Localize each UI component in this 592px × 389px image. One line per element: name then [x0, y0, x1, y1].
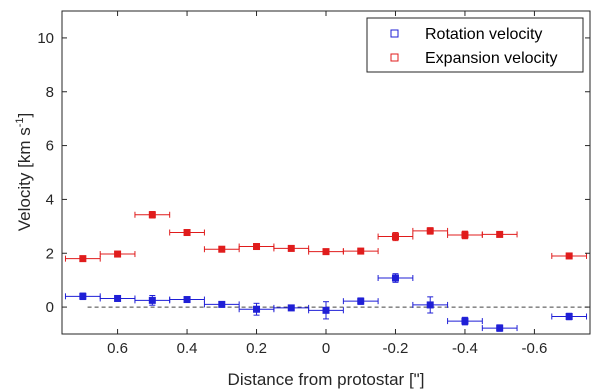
data-point-expansion — [565, 252, 573, 260]
y-tick-label: 8 — [46, 84, 54, 101]
data-point-rotation — [357, 297, 365, 305]
plot-area — [64, 211, 588, 332]
y-tick-label: 0 — [46, 299, 54, 316]
data-point-expansion — [218, 245, 226, 253]
y-axis-label-main: Velocity [km s — [15, 127, 34, 231]
data-point-expansion — [496, 230, 504, 238]
data-point-rotation — [322, 306, 330, 314]
x-tick-label: -0.6 — [521, 340, 547, 357]
legend: Rotation velocity Expansion velocity — [366, 17, 584, 73]
x-tick-label: 0 — [322, 340, 330, 357]
x-tick-label: -0.4 — [452, 340, 478, 357]
y-tick-label: 4 — [46, 191, 54, 208]
data-point-rotation — [565, 313, 573, 321]
y-axis-label-close: ] — [15, 113, 34, 118]
data-point-rotation — [148, 296, 156, 304]
data-point-expansion — [183, 229, 191, 237]
data-point-rotation — [496, 324, 504, 332]
x-tick-label: -0.2 — [383, 340, 409, 357]
legend-box — [366, 17, 584, 73]
data-point-expansion — [253, 243, 261, 251]
data-point-expansion — [148, 211, 156, 219]
y-axis-ticks: 0 2 4 6 8 10 — [37, 30, 590, 316]
data-point-expansion — [461, 231, 469, 239]
x-tick-label: 0.6 — [107, 340, 128, 357]
x-axis-ticks: 0.6 0.4 0.2 0 -0.2 -0.4 -0.6 — [107, 11, 547, 357]
series-rotation — [64, 273, 588, 332]
data-point-expansion — [357, 247, 365, 255]
y-tick-label: 10 — [37, 30, 54, 47]
y-tick-label: 6 — [46, 138, 54, 155]
data-point-expansion — [322, 248, 330, 256]
data-point-rotation — [287, 304, 295, 312]
legend-marker-expansion — [390, 53, 399, 62]
data-point-rotation — [391, 274, 399, 282]
data-point-rotation — [218, 300, 226, 308]
data-point-expansion — [391, 233, 399, 241]
y-axis-label: Velocity [km s-1] — [14, 113, 34, 231]
x-tick-label: 0.4 — [177, 340, 198, 357]
data-point-rotation — [253, 305, 261, 313]
data-point-expansion — [426, 227, 434, 235]
data-point-expansion — [79, 255, 87, 263]
y-tick-label: 2 — [46, 245, 54, 262]
series-expansion — [64, 211, 588, 263]
data-point-expansion — [287, 244, 295, 252]
x-tick-label: 0.2 — [246, 340, 267, 357]
data-point-rotation — [79, 292, 87, 300]
data-point-rotation — [114, 294, 122, 302]
data-point-rotation — [426, 301, 434, 309]
data-point-expansion — [114, 250, 122, 258]
y-axis-label-superscript: -1 — [14, 118, 26, 128]
x-axis-label: Distance from protostar ["] — [228, 370, 425, 389]
legend-label-expansion: Expansion velocity — [425, 50, 558, 67]
legend-marker-rotation — [390, 29, 399, 38]
legend-label-rotation: Rotation velocity — [425, 26, 542, 43]
data-point-rotation — [461, 317, 469, 325]
data-point-rotation — [183, 296, 191, 304]
